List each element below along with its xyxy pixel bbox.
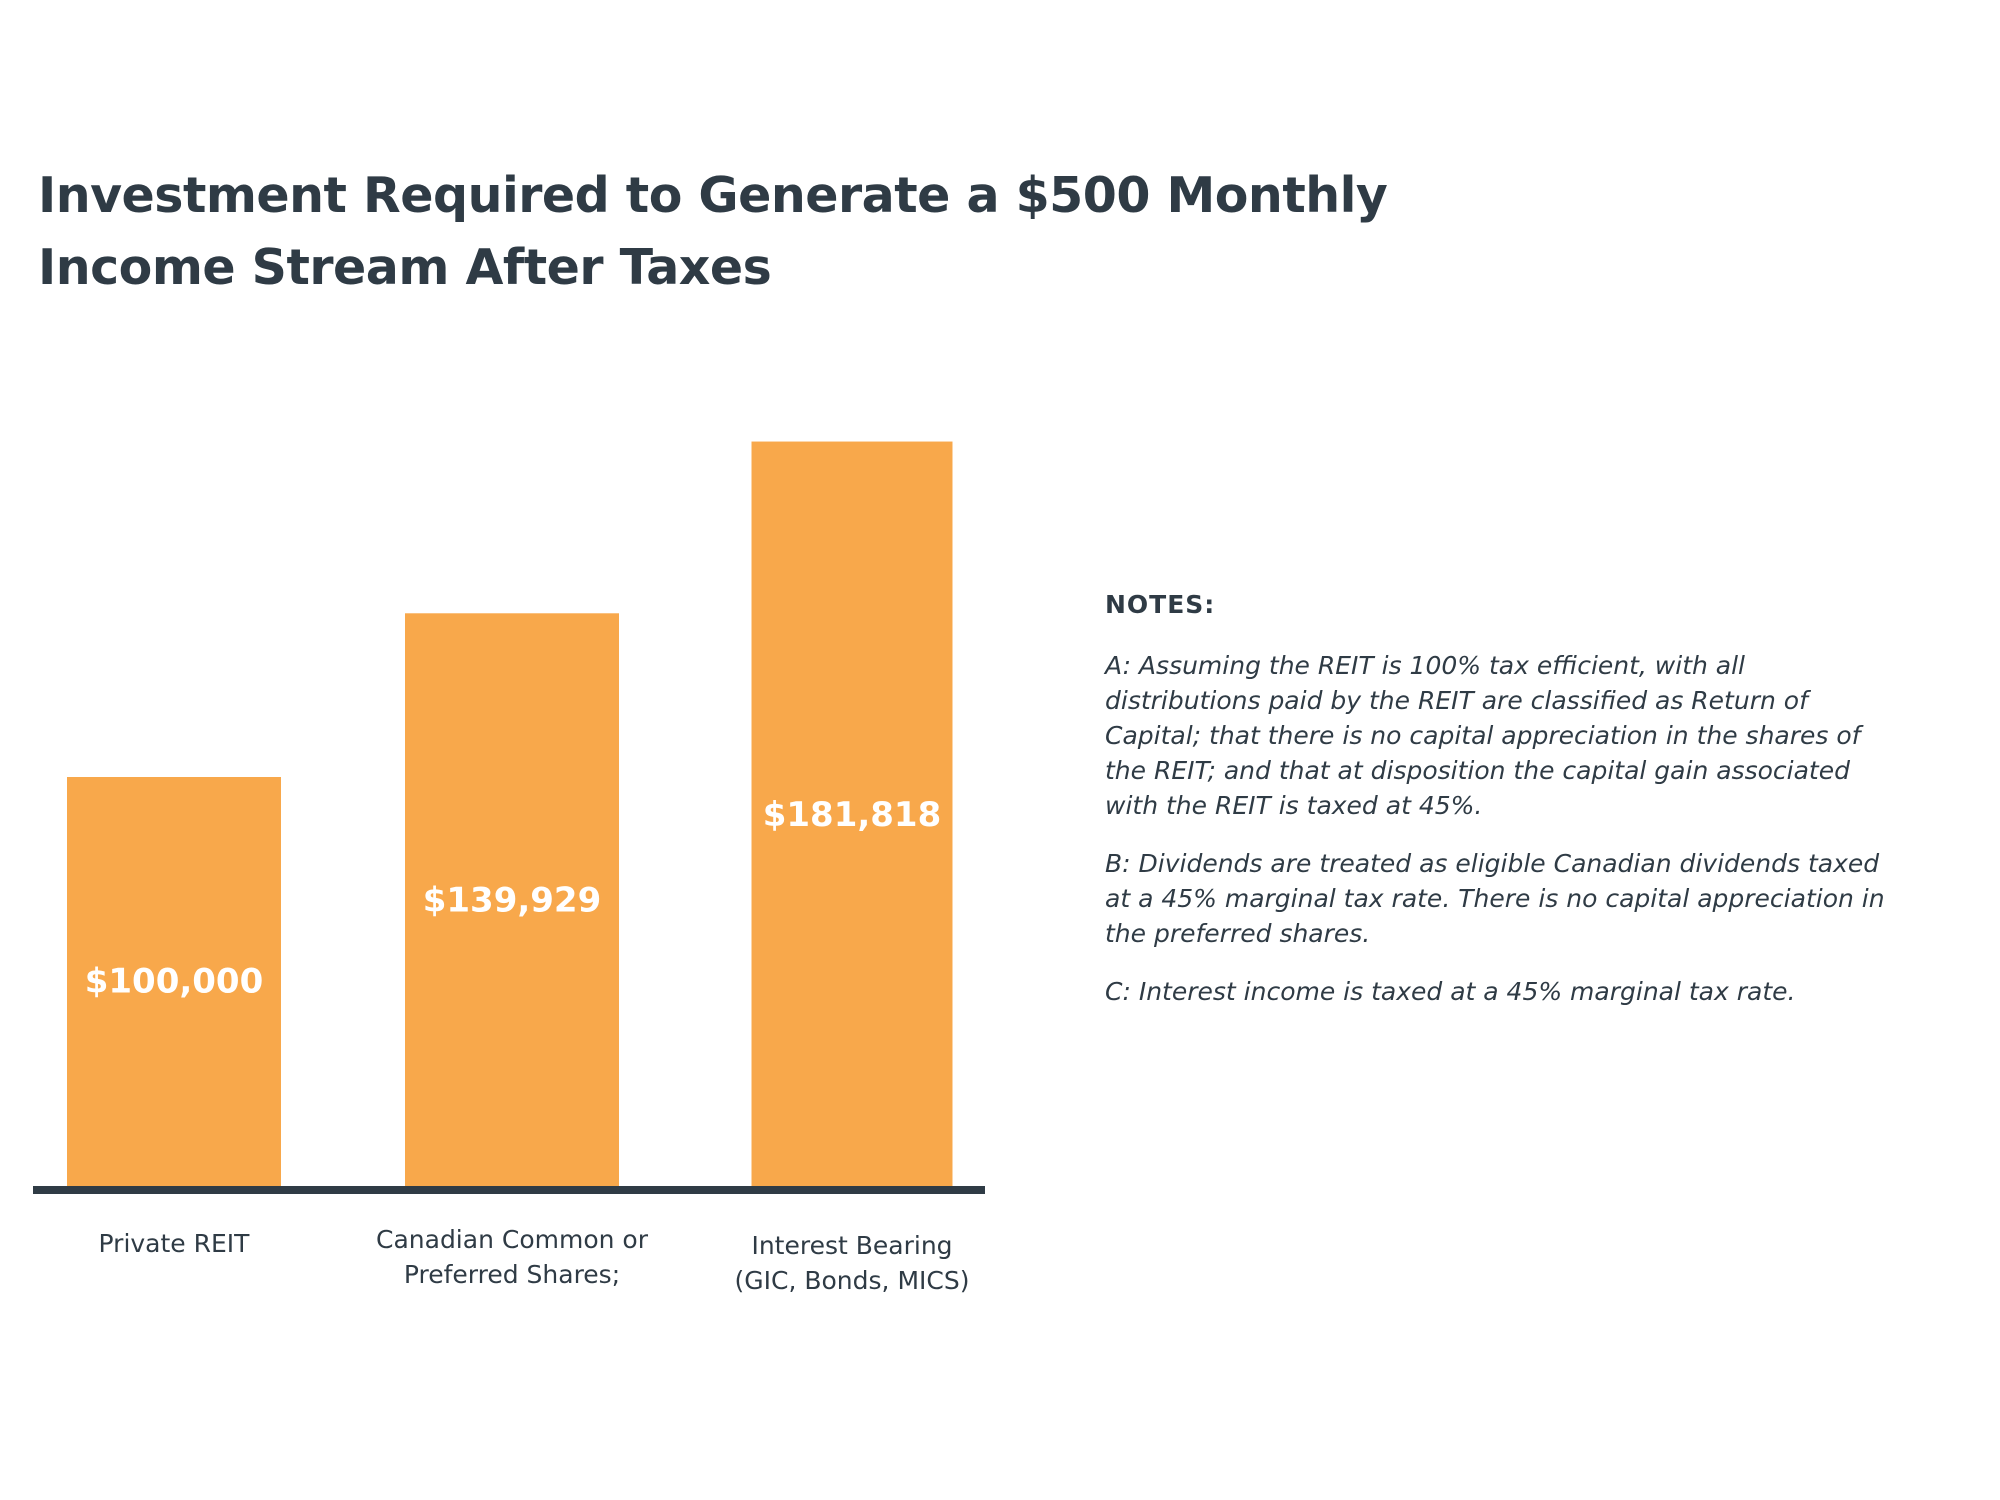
bar-value-label-1: $100,000 — [85, 962, 264, 1002]
note-a-line: with the REIT is taxed at 45%. — [1105, 791, 1483, 820]
note-a: A: Assuming the REIT is 100% tax efficie… — [1105, 648, 1965, 823]
notes-heading: NOTES: — [1105, 590, 1216, 619]
chart-title-line-1: Investment Required to Generate a $500 M… — [38, 167, 1388, 224]
category-label-2: Preferred Shares; — [404, 1260, 620, 1289]
note-c-line: C: Interest income is taxed at a 45% mar… — [1105, 977, 1796, 1006]
bar-1 — [67, 777, 281, 1187]
note-b: B: Dividends are treated as eligible Can… — [1105, 846, 1965, 951]
bar-2 — [405, 613, 619, 1187]
category-label-2: Canadian Common or — [376, 1225, 649, 1254]
note-a-line: A: Assuming the REIT is 100% tax efficie… — [1105, 651, 1746, 680]
note-a-line: the REIT; and that at disposition the ca… — [1105, 756, 1850, 785]
x-axis-line — [33, 1186, 985, 1194]
note-c: C: Interest income is taxed at a 45% mar… — [1105, 974, 1965, 1009]
chart-title-line-2: Income Stream After Taxes — [38, 239, 772, 296]
notes-panel: NOTES: A: Assuming the REIT is 100% tax … — [1105, 588, 1965, 1032]
bar-value-label-2: $139,929 — [423, 880, 602, 920]
chart-title: Investment Required to Generate a $500 M… — [38, 160, 1388, 304]
bar-value-label-3: $181,818 — [763, 795, 942, 835]
category-label-3: Interest Bearing — [751, 1231, 952, 1260]
bar-chart: $100,000 Private REIT $139,929 Canadian Com… — [33, 441, 985, 1295]
note-b-line: at a 45% marginal tax rate. There is no … — [1105, 884, 1885, 913]
category-label-3: (GIC, Bonds, MICS) — [735, 1266, 970, 1295]
bar-3 — [751, 441, 953, 1187]
note-b-line: the preferred shares. — [1105, 919, 1371, 948]
category-label-1: Private REIT — [99, 1229, 251, 1258]
note-b-line: B: Dividends are treated as eligible Can… — [1105, 849, 1880, 878]
note-a-line: Capital; that there is no capital apprec… — [1105, 721, 1861, 750]
note-a-line: distributions paid by the REIT are class… — [1105, 686, 1808, 715]
